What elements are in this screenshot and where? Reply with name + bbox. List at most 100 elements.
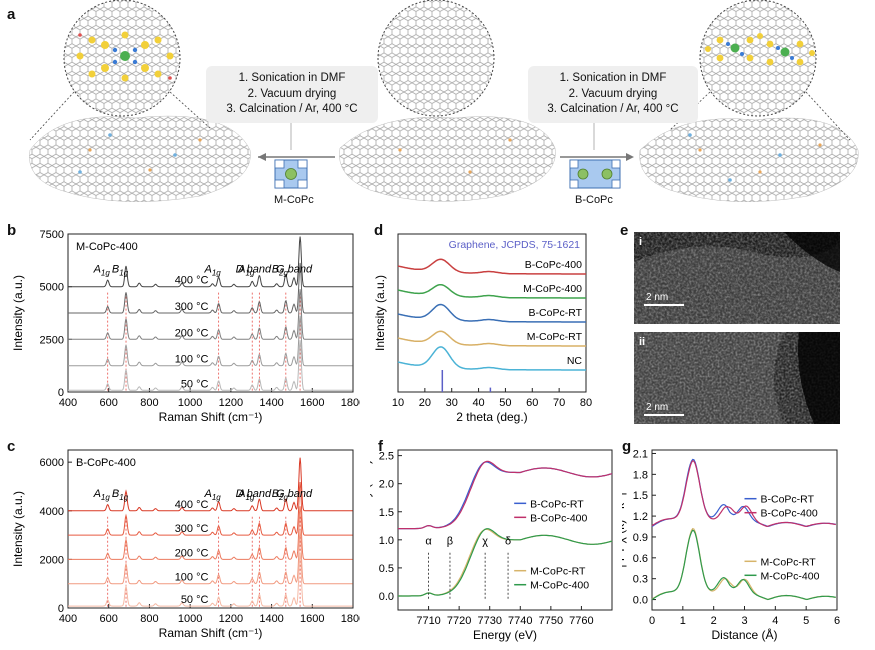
legend-label: B-CoPc-400	[761, 508, 818, 520]
y-axis-label: Intensity (a.u.)	[373, 275, 387, 351]
x-axis-label: Raman Shift (cm⁻¹)	[159, 410, 263, 424]
peak-marker: D band	[236, 264, 272, 276]
series-label: 400 °C	[175, 499, 209, 511]
x-tick-label: 600	[100, 613, 118, 625]
copc-molecule-right	[705, 33, 815, 66]
step-3-right: 3. Calcination / Ar, 400 °C	[547, 103, 679, 115]
series-label: 300 °C	[175, 523, 209, 535]
copc-molecule-left	[76, 31, 174, 82]
zoom-circle-center	[377, 0, 495, 117]
peak-marker: A1g	[93, 488, 111, 502]
y-tick-label: 6000	[40, 457, 64, 469]
tem-image-i: i 2 nm	[634, 232, 840, 324]
x-tick-label: 1000	[178, 397, 202, 409]
step-3-left: 3. Calcination / Ar, 400 °C	[226, 103, 358, 115]
x-tick-label: 1	[680, 615, 686, 627]
y-tick-label: 2000	[40, 554, 64, 566]
xrd-chart: 10 20 30 40 50 60 70 80 2 theta (deg.) Intensity …	[373, 233, 592, 424]
y-tick-label: 1.8	[633, 469, 648, 481]
y-tick-label: 0.0	[379, 591, 394, 603]
x-tick-label: 80	[580, 397, 592, 409]
x-tick-label: 2	[711, 615, 717, 627]
tem-ii-scale-label: 2 nm	[646, 402, 669, 413]
x-tick-label: 1600	[300, 397, 324, 409]
x-tick-label: 30	[446, 397, 458, 409]
y-tick-label: 0	[58, 387, 64, 399]
peak-marker: D band	[236, 488, 272, 500]
raman-series-0	[68, 552, 353, 607]
xrd-series-1	[397, 330, 586, 347]
x-tick-label: 800	[140, 397, 158, 409]
series-label: 50 °C	[181, 594, 209, 606]
tem-ii-label: ii	[639, 336, 646, 348]
x-axis-label: 2 theta (deg.)	[456, 410, 527, 424]
tem-i-scale-bar	[644, 304, 684, 306]
xanes-chart: 7710 7720 7730 7740 7750 7760 0.0 0.5 1.0 1.5 2.0 2…	[370, 449, 613, 642]
raman-series-4	[68, 236, 353, 288]
xrd-series-4	[397, 258, 586, 275]
x-tick-label: 10	[392, 397, 404, 409]
legend-label: M-CoPc-400	[530, 580, 589, 592]
feature-label: δ	[505, 535, 511, 547]
process-steps-right: 1. Sonication in DMF 2. Vacuum drying 3.…	[528, 66, 698, 123]
exafs-series-1	[651, 460, 836, 528]
x-axis-label: Distance (Å)	[711, 627, 777, 642]
x-tick-label: 60	[526, 397, 538, 409]
tem-image-ii: ii 2 nm	[634, 332, 840, 424]
feature-label: χ	[482, 535, 488, 547]
panel-c-label: c	[7, 438, 16, 455]
series-label: 50 °C	[181, 378, 209, 390]
graphene-sheet-center	[339, 116, 556, 202]
peak-marker: G band	[276, 264, 313, 276]
raman-series-2	[68, 506, 353, 560]
raman-series-3	[68, 262, 353, 314]
graphene-sheet-left	[29, 115, 251, 203]
step-1-right: 1. Sonication in DMF	[559, 72, 667, 84]
step-1-left: 1. Sonication in DMF	[238, 72, 346, 84]
series-label: 200 °C	[175, 327, 209, 339]
y-tick-label: 7500	[40, 229, 64, 241]
panel-a-schematic	[29, 0, 859, 203]
x-tick-label: 20	[419, 397, 431, 409]
b-copc-caption: B-CoPc	[575, 194, 613, 206]
x-tick-label: 400	[59, 613, 77, 625]
series-label: 200 °C	[175, 547, 209, 559]
panel-f-label: f	[378, 438, 383, 455]
x-tick-label: 600	[100, 397, 118, 409]
panel-e-label: e	[620, 222, 629, 239]
x-tick-label: 800	[140, 613, 158, 625]
x-tick-label: 7720	[447, 615, 471, 627]
m-copc-caption: M-CoPc	[274, 194, 314, 206]
plot-frame	[67, 449, 354, 609]
reference-label: Graphene, JCPDS, 75-1621	[449, 239, 580, 251]
legend-label: M-CoPc-400	[761, 570, 820, 582]
series-label: M-CoPc-RT	[527, 331, 583, 343]
step-2-right: 2. Vacuum drying	[568, 87, 658, 100]
y-tick-label: 1.5	[633, 490, 648, 502]
panel-g-label: g	[622, 438, 632, 455]
plot-frame	[397, 233, 587, 393]
y-tick-label: 1.0	[379, 535, 394, 547]
y-tick-label: 4000	[40, 506, 64, 518]
y-tick-label: 2.5	[379, 451, 394, 463]
peak-marker: G band	[276, 488, 313, 500]
y-tick-label: 5000	[40, 282, 64, 294]
y-tick-label: 0.0	[633, 595, 648, 607]
xrd-series-2	[397, 303, 586, 323]
series-label: 400 °C	[175, 275, 209, 287]
x-tick-label: 4	[772, 615, 778, 627]
process-steps-left: 1. Sonication in DMF 2. Vacuum drying 3.…	[206, 66, 378, 123]
m-copc-icon	[274, 159, 308, 189]
raman-series-1	[68, 530, 353, 585]
y-tick-label: 1.5	[379, 507, 394, 519]
x-tick-label: 7740	[508, 615, 532, 627]
legend-label: B-CoPc-RT	[761, 494, 815, 506]
raman-series-3	[68, 481, 353, 536]
x-tick-label: 0	[649, 615, 655, 627]
y-axis-label: Intensity (a.u.)	[11, 491, 25, 567]
x-tick-label: 1400	[259, 397, 283, 409]
exafs-series-3	[651, 529, 836, 601]
